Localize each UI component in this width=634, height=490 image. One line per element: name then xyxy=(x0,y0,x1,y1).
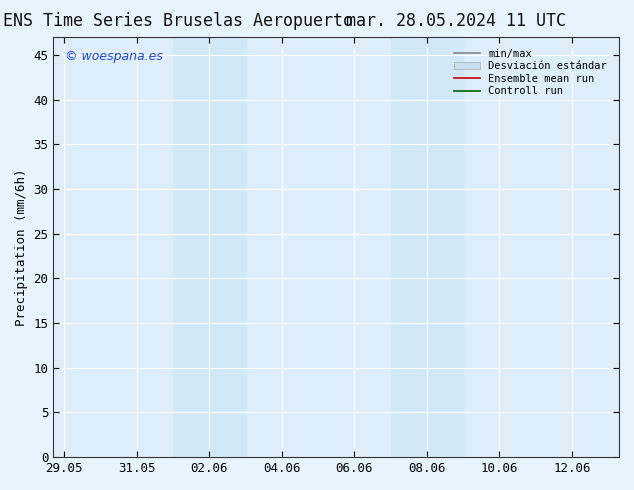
Bar xyxy=(173,37,245,457)
Text: ENS Time Series Bruselas Aeropuerto: ENS Time Series Bruselas Aeropuerto xyxy=(3,12,353,30)
Text: mar. 28.05.2024 11 UTC: mar. 28.05.2024 11 UTC xyxy=(346,12,567,30)
Text: © woespana.es: © woespana.es xyxy=(65,49,162,63)
Bar xyxy=(391,37,463,457)
Y-axis label: Precipitation (mm/6h): Precipitation (mm/6h) xyxy=(15,169,28,326)
Legend: min/max, Desviación estándar, Ensemble mean run, Controll run: min/max, Desviación estándar, Ensemble m… xyxy=(450,45,611,100)
